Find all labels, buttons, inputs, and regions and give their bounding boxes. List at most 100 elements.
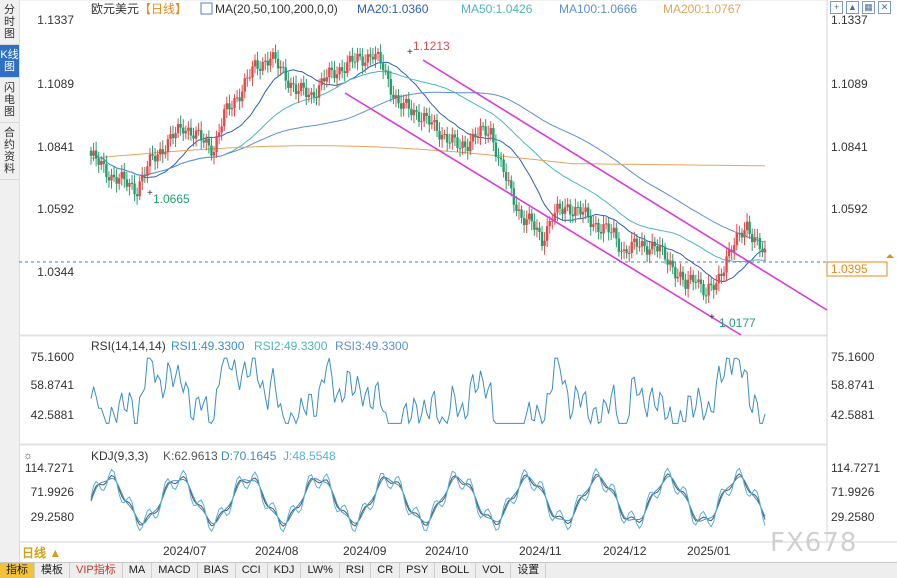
candle	[199, 121, 203, 150]
tab-ma[interactable]: MA	[123, 563, 153, 578]
candle-body	[528, 213, 531, 220]
candle-body	[340, 67, 344, 72]
candle	[256, 51, 259, 76]
last-price-label: 1.0395	[831, 262, 868, 276]
candle-body	[456, 137, 459, 149]
tab-flash[interactable]: 闪电图	[0, 78, 19, 123]
candle-body	[517, 209, 521, 211]
candle	[210, 136, 213, 161]
kdj-tick-right: 71.9926	[831, 485, 875, 499]
candlesticks	[89, 44, 767, 304]
move-up-icon[interactable]: ▲	[846, 1, 859, 14]
candle-body	[720, 273, 723, 277]
candle	[205, 133, 208, 151]
tab-cr[interactable]: CR	[371, 563, 401, 578]
candle-body	[271, 52, 275, 59]
zoom-in-icon[interactable]: +	[830, 1, 843, 14]
candle-body	[192, 135, 195, 139]
candle-body	[471, 133, 475, 142]
tab-indicators[interactable]: 指标	[0, 563, 35, 578]
candle	[604, 217, 608, 229]
tab-cci[interactable]: CCI	[236, 563, 268, 578]
tab-templates[interactable]: 模板	[35, 563, 70, 578]
ma-settings-icon[interactable]	[200, 2, 213, 15]
candle-body	[589, 216, 592, 227]
candle-body	[299, 82, 303, 92]
candle	[387, 65, 390, 88]
candle	[738, 225, 741, 242]
candle-body	[215, 136, 218, 153]
tab-lw[interactable]: LW%	[301, 563, 340, 578]
candle-body	[294, 84, 298, 94]
candle-body	[709, 283, 713, 286]
candle	[615, 222, 618, 248]
candle	[305, 78, 308, 106]
low-annotation-1: 1.0665	[153, 192, 190, 206]
candle-body	[571, 214, 574, 217]
candle-body	[435, 120, 439, 131]
tab-kline[interactable]: K线图	[0, 45, 19, 78]
candle	[164, 145, 167, 159]
candle	[574, 198, 577, 223]
candle	[676, 268, 680, 283]
period-selector[interactable]: 日线 ▲	[22, 546, 62, 560]
candle	[356, 47, 359, 71]
candle-body	[743, 230, 746, 238]
period-tag: 【日线】	[139, 2, 187, 16]
candle-body	[479, 126, 482, 137]
candle-body	[230, 108, 234, 110]
candle-body	[105, 163, 108, 178]
tab-contract-info[interactable]: 合约资料	[0, 123, 19, 180]
candle-body	[112, 174, 116, 178]
high-marker-icon: +	[407, 47, 413, 58]
tab-psy[interactable]: PSY	[400, 563, 436, 578]
candle	[351, 47, 354, 69]
tab-vip-indicators[interactable]: VIP指标	[70, 563, 123, 578]
candle-body	[356, 53, 359, 62]
layout-icon[interactable]: ▦	[862, 1, 875, 14]
candle	[530, 208, 533, 231]
candle-body	[328, 67, 331, 78]
tab-kdj[interactable]: KDJ	[268, 563, 302, 578]
tab-bias[interactable]: BIAS	[198, 563, 236, 578]
candle	[307, 87, 311, 103]
candle-body	[666, 259, 669, 265]
candle-body	[740, 232, 744, 238]
tab-macd[interactable]: MACD	[152, 563, 198, 578]
candle	[220, 118, 223, 141]
tab-boll[interactable]: BOLL	[435, 563, 477, 578]
rsi-lines	[90, 357, 766, 426]
channel-upper-line[interactable]	[422, 59, 828, 311]
close-icon[interactable]: ✕	[878, 1, 891, 14]
candle	[407, 91, 410, 118]
candle-body	[325, 77, 328, 82]
candle-body	[674, 267, 677, 279]
candle	[310, 87, 313, 104]
candle-body	[238, 97, 241, 102]
candle-body	[381, 63, 385, 71]
tab-vol[interactable]: VOL	[476, 563, 512, 578]
tab-timeshare[interactable]: 分时图	[0, 0, 19, 45]
price-tick-right: 1.1089	[831, 77, 868, 91]
candle	[528, 206, 531, 225]
candle	[120, 164, 123, 186]
candle	[584, 199, 587, 219]
candle-body	[487, 134, 490, 136]
candle-body	[451, 134, 454, 143]
chart-canvas[interactable]: 欧元美元 【日线】 MA(20,50,100,200,0,0) MA20:1.0…	[19, 0, 897, 562]
kdj-tick-left: 29.2580	[31, 510, 75, 524]
rsi-line	[90, 357, 766, 426]
candle-body	[750, 234, 754, 243]
candle-body	[402, 102, 405, 109]
candle	[715, 274, 718, 295]
candle	[156, 150, 159, 169]
tab-settings[interactable]: 设置	[511, 563, 547, 578]
candle-body	[169, 134, 172, 140]
candle	[476, 127, 480, 144]
rsi2-value: RSI2:49.3300	[254, 339, 328, 353]
channel-lower-line[interactable]	[344, 92, 742, 336]
tab-rsi[interactable]: RSI	[340, 563, 372, 578]
candle	[171, 125, 175, 145]
candle-body	[576, 207, 580, 209]
kdj-settings-icon[interactable]: ☼	[23, 450, 33, 462]
